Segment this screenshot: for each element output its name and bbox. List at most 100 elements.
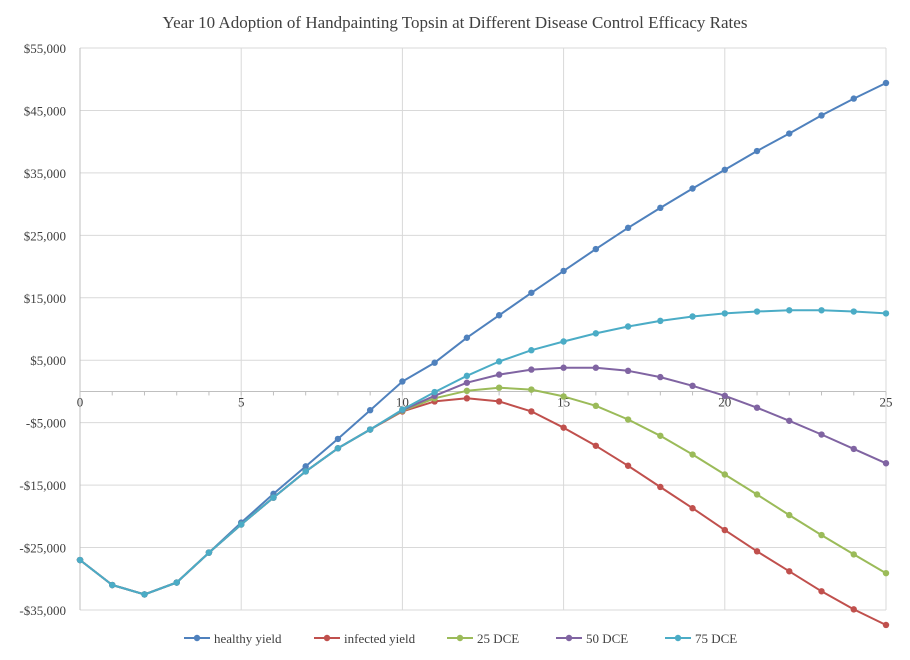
data-point xyxy=(624,224,632,232)
data-point xyxy=(624,416,632,423)
data-point xyxy=(463,379,471,386)
data-point xyxy=(786,511,793,519)
legend-swatch-marker xyxy=(565,634,573,642)
data-point xyxy=(334,435,342,443)
data-point xyxy=(463,395,471,402)
legend-entry: infected yield xyxy=(314,631,416,646)
data-point xyxy=(495,398,503,405)
data-point xyxy=(818,112,825,119)
data-point xyxy=(721,166,728,173)
series-line xyxy=(79,309,887,596)
y-tick-label: -$5,000 xyxy=(26,416,66,431)
data-point xyxy=(366,426,374,433)
data-point xyxy=(334,445,342,452)
data-point xyxy=(689,451,696,458)
data-point xyxy=(528,289,535,296)
data-point xyxy=(818,307,825,314)
y-tick-label: $55,000 xyxy=(24,41,66,56)
data-point xyxy=(721,310,728,317)
data-point xyxy=(786,130,793,137)
data-point xyxy=(882,460,890,467)
data-point xyxy=(786,568,793,575)
data-point xyxy=(753,548,761,555)
data-point xyxy=(721,392,728,400)
y-tick-label: -$35,000 xyxy=(19,603,66,618)
data-point xyxy=(302,468,309,475)
data-point xyxy=(657,432,664,439)
legend-entry: healthy yield xyxy=(184,631,282,646)
data-point xyxy=(560,338,567,345)
data-point xyxy=(753,147,761,155)
data-point xyxy=(109,581,116,589)
data-point xyxy=(753,308,761,315)
y-tick-label: $35,000 xyxy=(24,166,66,181)
legend-label: healthy yield xyxy=(214,631,282,646)
data-point xyxy=(592,245,600,253)
data-point xyxy=(818,588,825,595)
y-tick-label: $5,000 xyxy=(30,353,66,368)
data-point xyxy=(399,406,406,413)
legend-label: 75 DCE xyxy=(695,631,737,646)
data-point xyxy=(786,417,793,424)
y-axis-tick-labels: $55,000 $45,000 $35,000 $25,000 $15,000 $5,00… xyxy=(19,41,66,618)
data-point xyxy=(463,387,471,395)
data-point xyxy=(592,330,600,337)
data-point xyxy=(882,569,890,577)
legend-swatch-marker xyxy=(193,634,201,642)
data-point xyxy=(592,364,600,371)
data-point xyxy=(689,382,696,390)
data-point xyxy=(882,621,890,629)
data-point xyxy=(657,483,664,491)
y-tick-label: $15,000 xyxy=(24,291,66,306)
data-point xyxy=(528,408,535,415)
data-point xyxy=(624,462,632,469)
data-point xyxy=(399,378,406,385)
legend-entry: 50 DCE xyxy=(556,631,628,646)
data-point xyxy=(689,313,696,320)
data-point xyxy=(657,373,664,381)
data-point xyxy=(560,267,567,275)
data-point xyxy=(721,526,728,534)
data-point xyxy=(528,366,535,373)
legend-label: 25 DCE xyxy=(477,631,519,646)
data-point xyxy=(689,185,696,192)
data-point xyxy=(528,386,535,393)
data-point xyxy=(560,393,567,400)
data-point xyxy=(463,372,471,380)
data-point xyxy=(657,204,664,212)
x-tick-label: 5 xyxy=(238,394,245,409)
data-point xyxy=(495,371,503,378)
data-point xyxy=(850,551,857,558)
x-tick-label: 0 xyxy=(77,394,84,409)
series-lines xyxy=(76,79,890,629)
data-point xyxy=(431,359,438,366)
data-point xyxy=(624,367,632,375)
data-point xyxy=(850,95,857,102)
legend-swatch-marker xyxy=(456,634,464,642)
data-point xyxy=(76,556,84,564)
data-point xyxy=(753,491,761,498)
data-point xyxy=(495,384,503,391)
data-point xyxy=(173,579,180,586)
data-point xyxy=(850,308,857,315)
legend-entry: 75 DCE xyxy=(665,631,737,646)
data-point xyxy=(495,358,503,365)
y-tick-label: $25,000 xyxy=(24,228,66,243)
data-point xyxy=(141,591,148,598)
data-point xyxy=(818,431,825,438)
data-point xyxy=(689,505,696,512)
data-point xyxy=(270,494,277,501)
data-point xyxy=(366,406,374,414)
data-point xyxy=(657,317,664,325)
data-point xyxy=(495,312,503,319)
x-tick-label: 25 xyxy=(880,394,893,409)
data-point xyxy=(818,531,825,539)
legend-entry: 25 DCE xyxy=(447,631,519,646)
data-point xyxy=(592,402,600,410)
data-point xyxy=(753,404,761,411)
data-point xyxy=(431,388,438,396)
data-point xyxy=(882,79,890,87)
x-tick-label: 10 xyxy=(396,394,409,409)
data-point xyxy=(205,549,213,556)
